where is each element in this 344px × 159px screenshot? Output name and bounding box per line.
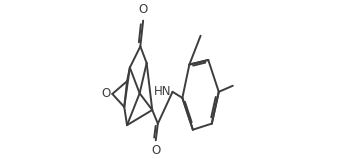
Text: O: O	[151, 144, 160, 157]
Text: HN: HN	[154, 85, 171, 98]
Text: O: O	[139, 3, 148, 16]
Text: O: O	[101, 87, 110, 100]
